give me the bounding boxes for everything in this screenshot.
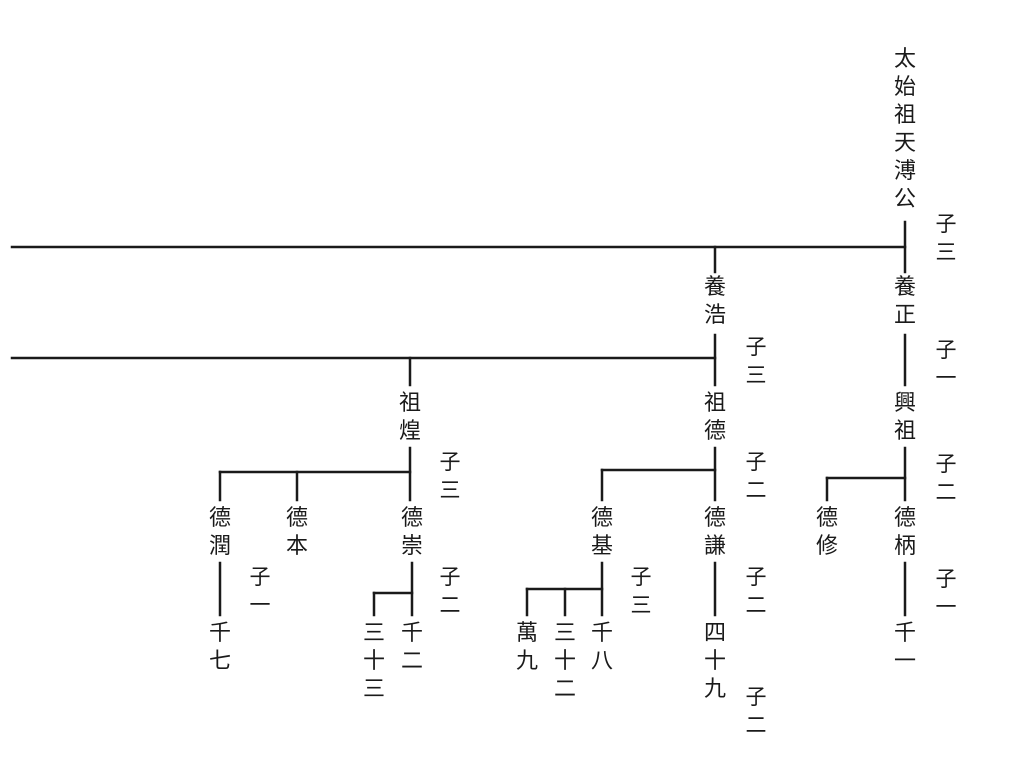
san-shi-san-name: 三十三 bbox=[362, 621, 385, 702]
de-chong-name: 德崇 bbox=[400, 506, 423, 559]
qian-yi-name: 千一 bbox=[893, 621, 916, 674]
de-ji-children-count: 子三 bbox=[630, 565, 652, 617]
de-qian-children-count: 子二 bbox=[745, 565, 767, 617]
zu-de-children-count: 子二 bbox=[745, 450, 767, 502]
zu-huang-name: 祖煌 bbox=[398, 391, 421, 444]
de-chong-children-count: 子二 bbox=[439, 565, 461, 617]
si-shi-jiu-name: 四十九 bbox=[703, 621, 726, 702]
yang-zheng-children-count: 子一 bbox=[935, 338, 957, 390]
qian-er-name: 千二 bbox=[400, 621, 423, 674]
de-qian-name: 德謙 bbox=[703, 506, 726, 559]
zu-de-name: 祖德 bbox=[703, 391, 726, 444]
yang-zheng-name: 養正 bbox=[893, 275, 916, 328]
root-children-count: 子三 bbox=[935, 212, 957, 264]
root-name: 太始祖天溥公 bbox=[893, 47, 916, 212]
xing-zu-name: 興祖 bbox=[893, 391, 916, 444]
de-run-name: 德潤 bbox=[208, 506, 231, 559]
si-shi-jiu-children-count: 子二 bbox=[745, 685, 767, 737]
xing-zu-children-count: 子二 bbox=[935, 452, 957, 504]
de-xiu-name: 德修 bbox=[815, 506, 838, 559]
de-ben-name: 德本 bbox=[285, 506, 308, 559]
de-run-children-count: 子一 bbox=[249, 565, 271, 617]
yang-hao-children-count: 子三 bbox=[745, 335, 767, 387]
wan-jiu-name: 萬九 bbox=[515, 621, 538, 674]
san-shi-er-name: 三十二 bbox=[553, 621, 576, 702]
yang-hao-name: 養浩 bbox=[703, 275, 726, 328]
de-bing-children-count: 子一 bbox=[935, 567, 957, 619]
qian-qi-name: 千七 bbox=[208, 621, 231, 674]
de-ji-name: 德基 bbox=[590, 506, 613, 559]
qian-ba-name: 千八 bbox=[590, 621, 613, 674]
de-bing-name: 德柄 bbox=[893, 506, 916, 559]
zu-huang-children-count: 子三 bbox=[439, 450, 461, 502]
